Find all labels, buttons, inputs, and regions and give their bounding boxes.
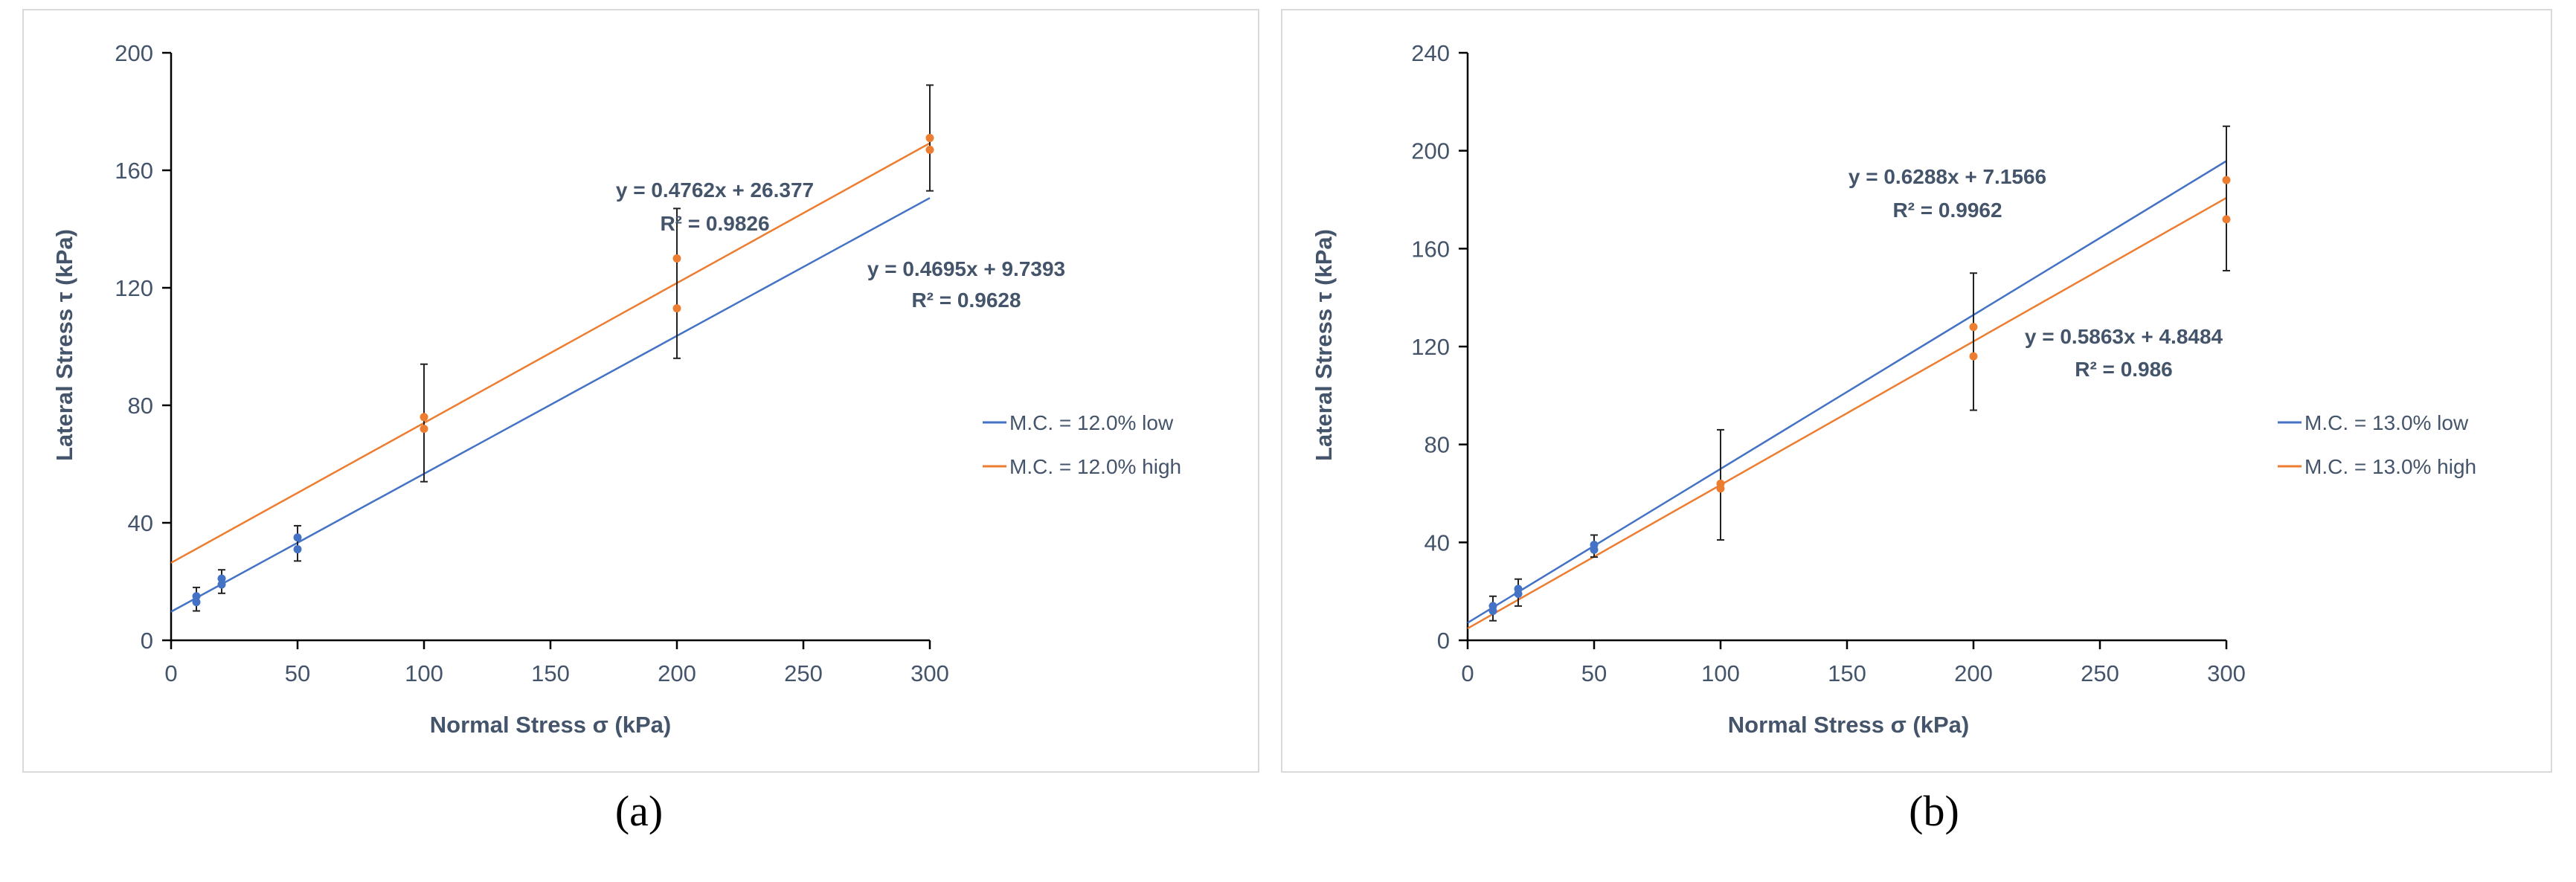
data-point-low — [1590, 541, 1599, 550]
y-tick-label: 120 — [115, 275, 153, 301]
x-tick-label: 200 — [1954, 660, 1993, 686]
trendline-r-squared: R² = 0.9628 — [911, 289, 1021, 312]
data-point-low — [1514, 585, 1523, 593]
y-tick-label: 0 — [141, 628, 153, 654]
trendline-high — [170, 142, 931, 564]
x-tick-label: 250 — [2081, 660, 2119, 686]
data-point-low — [217, 574, 226, 583]
data-point-high — [925, 145, 934, 154]
legend-label: M.C. = 12.0% high — [1009, 455, 1181, 478]
x-tick-label: 150 — [531, 660, 570, 686]
x-tick-label: 150 — [1828, 660, 1866, 686]
chart-panel-a: 0 50 100 150 200 250 300 0 40 80 120 160 200 Normal S… — [22, 9, 1259, 773]
data-point-low — [192, 598, 201, 607]
data-point-low — [293, 545, 302, 554]
x-tick-label: 300 — [2207, 660, 2246, 686]
panel-label: (a) — [615, 787, 663, 835]
x-tick-label: 200 — [658, 660, 696, 686]
y-tick-label: 200 — [1411, 138, 1450, 164]
x-tick-label: 0 — [1461, 660, 1474, 686]
data-point-high — [1969, 323, 1978, 332]
x-tick-label: 300 — [910, 660, 949, 686]
y-tick-label: 80 — [1424, 432, 1450, 458]
trendline-r-squared: R² = 0.986 — [2075, 358, 2173, 381]
data-point-high — [420, 425, 428, 434]
trendline-r-squared: R² = 0.9826 — [660, 212, 769, 235]
data-point-high — [672, 254, 681, 263]
data-point-low — [1488, 602, 1497, 611]
y-tick-label: 0 — [1437, 628, 1450, 654]
data-point-high — [2222, 176, 2231, 184]
trendline-r-squared: R² = 0.9962 — [1892, 199, 2002, 222]
x-tick-label: 250 — [784, 660, 823, 686]
x-tick-label: 100 — [405, 660, 443, 686]
data-point-low — [217, 580, 226, 589]
y-tick-label: 240 — [1411, 40, 1450, 66]
x-tick-label: 100 — [1701, 660, 1740, 686]
y-tick-label: 160 — [115, 158, 153, 184]
x-tick-label: 50 — [285, 660, 310, 686]
trendline-equation: y = 0.4695x + 9.7393 — [867, 257, 1065, 280]
data-point-high — [420, 413, 428, 422]
data-point-low — [192, 592, 201, 601]
legend-label: M.C. = 13.0% high — [2304, 455, 2476, 478]
y-tick-label: 200 — [115, 40, 153, 66]
x-axis-title: Normal Stress σ (kPa) — [430, 712, 671, 738]
trendline-equation: y = 0.4762x + 26.377 — [616, 178, 814, 202]
data-point-high — [1969, 352, 1978, 361]
y-tick-label: 80 — [128, 393, 153, 419]
legend-label: M.C. = 12.0% low — [1009, 411, 1174, 434]
y-tick-label: 40 — [1424, 529, 1450, 556]
y-axis-title: Lateral Stress τ (kPa) — [1311, 229, 1337, 461]
x-tick-label: 50 — [1581, 660, 1607, 686]
chart-frame — [22, 9, 1259, 773]
panel-label: (b) — [1909, 787, 1959, 835]
trendline-equation: y = 0.5863x + 4.8484 — [2025, 325, 2223, 348]
x-tick-label: 0 — [164, 660, 177, 686]
data-point-high — [2222, 215, 2231, 224]
chart-frame — [1281, 9, 2552, 773]
y-axis-title: Lateral Stress τ (kPa) — [51, 229, 77, 461]
trendline-equation: y = 0.6288x + 7.1566 — [1849, 165, 2046, 188]
y-tick-label: 120 — [1411, 334, 1450, 360]
y-tick-label: 160 — [1411, 236, 1450, 262]
data-point-high — [672, 304, 681, 313]
x-axis-title: Normal Stress σ (kPa) — [1728, 712, 1969, 738]
y-tick-label: 40 — [128, 510, 153, 536]
data-point-high — [1716, 479, 1725, 488]
data-point-low — [293, 533, 302, 542]
data-point-high — [925, 134, 934, 143]
legend-label: M.C. = 13.0% low — [2304, 411, 2469, 434]
chart-panel-b: 0 50 100 150 200 250 300 0 40 80 120 160 200 240 Norma… — [1281, 9, 2552, 773]
